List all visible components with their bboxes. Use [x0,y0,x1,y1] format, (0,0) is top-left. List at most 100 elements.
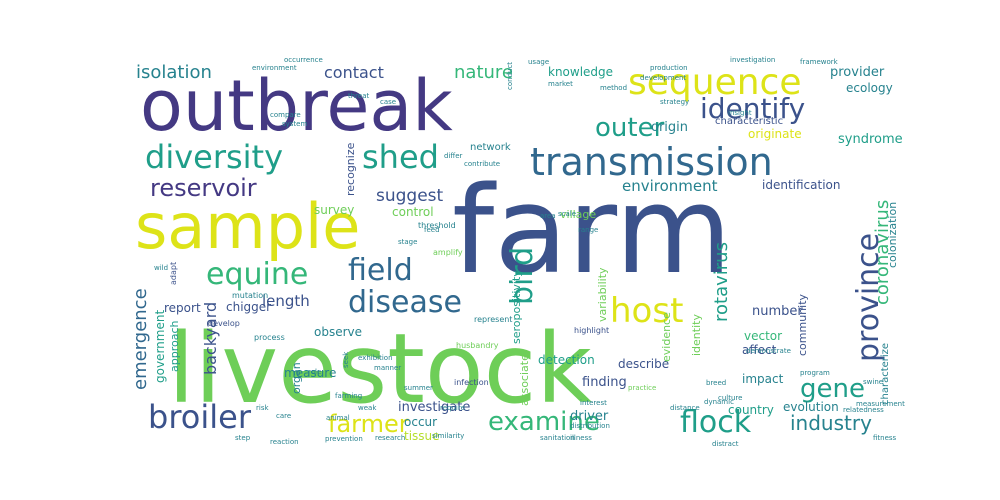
cloud-word: range [578,226,598,234]
cloud-word: system [282,120,307,128]
cloud-word: adapt [169,262,178,285]
cloud-word: ecology [846,81,893,95]
cloud-word: wild [154,264,168,272]
cloud-word: feed [424,226,440,234]
cloud-word: process [254,333,285,342]
cloud-word: conduct [506,62,514,90]
cloud-word: origin [651,120,688,135]
cloud-word: case [380,98,396,106]
cloud-word: isolation [136,62,212,83]
cloud-word: threshold [418,221,456,230]
cloud-word: field [348,253,413,288]
cloud-word: government [153,310,167,383]
cloud-word: shed [362,138,439,176]
cloud-word: syndrome [838,132,903,147]
cloud-word: tissue [404,429,440,443]
cloud-word: control [392,205,434,219]
cloud-word: diversity [145,138,283,176]
cloud-word: represent [474,315,512,324]
cloud-word: method [600,84,627,92]
cloud-word: suggest [376,186,444,206]
cloud-word: impact [742,372,784,386]
cloud-word: variability [596,267,609,322]
cloud-word: stage [398,238,417,246]
cloud-word: distribution [570,422,610,430]
cloud-word: interest [580,399,607,407]
cloud-word: development [640,74,686,82]
cloud-word: farmer [328,410,409,438]
cloud-word: transmission [530,140,773,184]
cloud-word: dynamic [704,398,734,406]
cloud-word: care [276,412,291,420]
cloud-word: occurrence [284,56,323,64]
cloud-word: exhibition [358,354,393,362]
cloud-word: identify [700,92,805,125]
cloud-word: usage [528,58,549,66]
cloud-word: village [560,208,596,221]
cloud-word: vector [744,329,782,343]
cloud-word: weak [358,404,377,412]
cloud-word: strategy [660,98,689,106]
cloud-word: seek [342,351,350,368]
cloud-word: outbreak [140,65,453,147]
cloud-word: affect [742,343,777,357]
cloud-word: evidence [660,312,673,362]
cloud-word: length [262,292,310,310]
cloud-word: examine [488,407,600,437]
cloud-word: summer [404,384,433,392]
cloud-word: prevention [325,435,363,443]
cloud-word: amplify [433,248,463,257]
cloud-word: relatedness [843,406,884,414]
cloud-word: distance [670,404,700,412]
cloud-word: compare [270,111,301,119]
cloud-word: investigate [398,400,470,415]
cloud-word: measurement [856,400,905,408]
cloud-word: husbandry [456,341,499,350]
cloud-word: province [851,233,886,362]
cloud-word: role [308,368,321,376]
cloud-word: culture [718,394,742,402]
cloud-word: identification [762,178,840,192]
cloud-word: reservoir [150,174,257,202]
cloud-word: infection [454,378,489,387]
cloud-word: demonstrate [746,347,791,355]
cloud-word: research [375,434,405,442]
cloud-word: insight [728,109,752,117]
cloud-word: emergence [130,288,151,390]
cloud-word: occur [404,415,437,429]
cloud-word: framework [800,58,839,66]
cloud-word: equine [206,257,308,292]
cloud-word: associate [518,354,531,406]
cloud-word: practice [628,384,656,392]
cloud-word: fitness [873,434,897,442]
cloud-word: host [610,291,683,331]
cloud-word: scale [558,210,576,218]
cloud-word: finding [582,375,627,390]
cloud-word: highlight [574,326,609,335]
cloud-word: driver [570,409,609,424]
cloud-word: mutation [232,291,268,300]
cloud-word: measure [284,366,336,380]
cloud-word: manner [374,364,401,372]
cloud-word: recognize [344,142,357,196]
cloud-word: number [752,304,803,319]
cloud-word: livestock [168,313,592,425]
cloud-word: develop [208,319,240,328]
cloud-word: reaction [270,438,299,446]
cloud-word: chigger [226,300,271,314]
cloud-word: risk [256,404,269,412]
cloud-word: survey [314,203,354,217]
cloud-word: disease [348,285,462,320]
cloud-word: similarity [432,432,464,440]
cloud-word: contact [324,63,384,82]
cloud-word: area [540,212,556,220]
cloud-word: bird [505,247,540,305]
cloud-word: investigation [730,56,775,64]
cloud-word: farming [335,392,362,400]
cloud-word: industry [790,411,872,435]
cloud-word: distract [712,440,739,448]
cloud-word: detection [538,353,595,367]
cloud-word: program [800,369,830,377]
cloud-word: evolution [783,400,839,414]
